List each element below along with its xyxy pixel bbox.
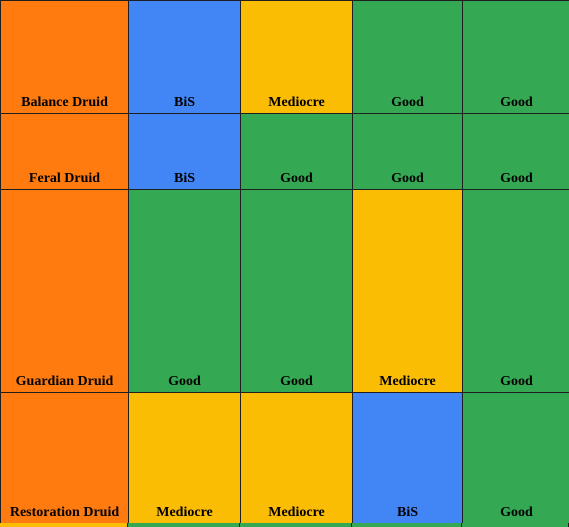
spec-cell[interactable]: Feral Druid bbox=[0, 113, 129, 190]
rating-cell[interactable]: Good bbox=[462, 392, 569, 524]
partial-cell bbox=[0, 523, 128, 527]
table-row: Balance Druid BiS Mediocre Good Good bbox=[0, 0, 569, 114]
partial-cell bbox=[240, 523, 352, 527]
rating-cell[interactable]: Good bbox=[352, 0, 463, 114]
rating-cell[interactable]: Mediocre bbox=[240, 0, 353, 114]
rating-cell[interactable]: Mediocre bbox=[128, 392, 241, 524]
rating-cell[interactable]: Good bbox=[240, 189, 353, 393]
rating-cell[interactable]: Mediocre bbox=[352, 189, 463, 393]
table-row: Feral Druid BiS Good Good Good bbox=[0, 113, 569, 190]
spec-cell[interactable]: Guardian Druid bbox=[0, 189, 129, 393]
rating-cell[interactable]: BiS bbox=[128, 113, 241, 190]
rating-cell[interactable]: Good bbox=[240, 113, 353, 190]
rating-cell[interactable]: Good bbox=[462, 113, 569, 190]
rating-cell[interactable]: Good bbox=[128, 189, 241, 393]
spec-cell[interactable]: Balance Druid bbox=[0, 0, 129, 114]
next-row-partial bbox=[0, 523, 569, 527]
partial-cell bbox=[128, 523, 240, 527]
table-row: Guardian Druid Good Good Mediocre Good bbox=[0, 189, 569, 393]
rating-cell[interactable]: BiS bbox=[352, 392, 463, 524]
partial-cell bbox=[462, 523, 569, 527]
rating-cell[interactable]: Good bbox=[462, 189, 569, 393]
rating-cell[interactable]: Good bbox=[462, 0, 569, 114]
rating-cell[interactable]: Good bbox=[352, 113, 463, 190]
table-row: Restoration Druid Mediocre Mediocre BiS … bbox=[0, 392, 569, 524]
partial-cell bbox=[352, 523, 462, 527]
rating-cell[interactable]: BiS bbox=[128, 0, 241, 114]
rating-cell[interactable]: Mediocre bbox=[240, 392, 353, 524]
spec-cell[interactable]: Restoration Druid bbox=[0, 392, 129, 524]
